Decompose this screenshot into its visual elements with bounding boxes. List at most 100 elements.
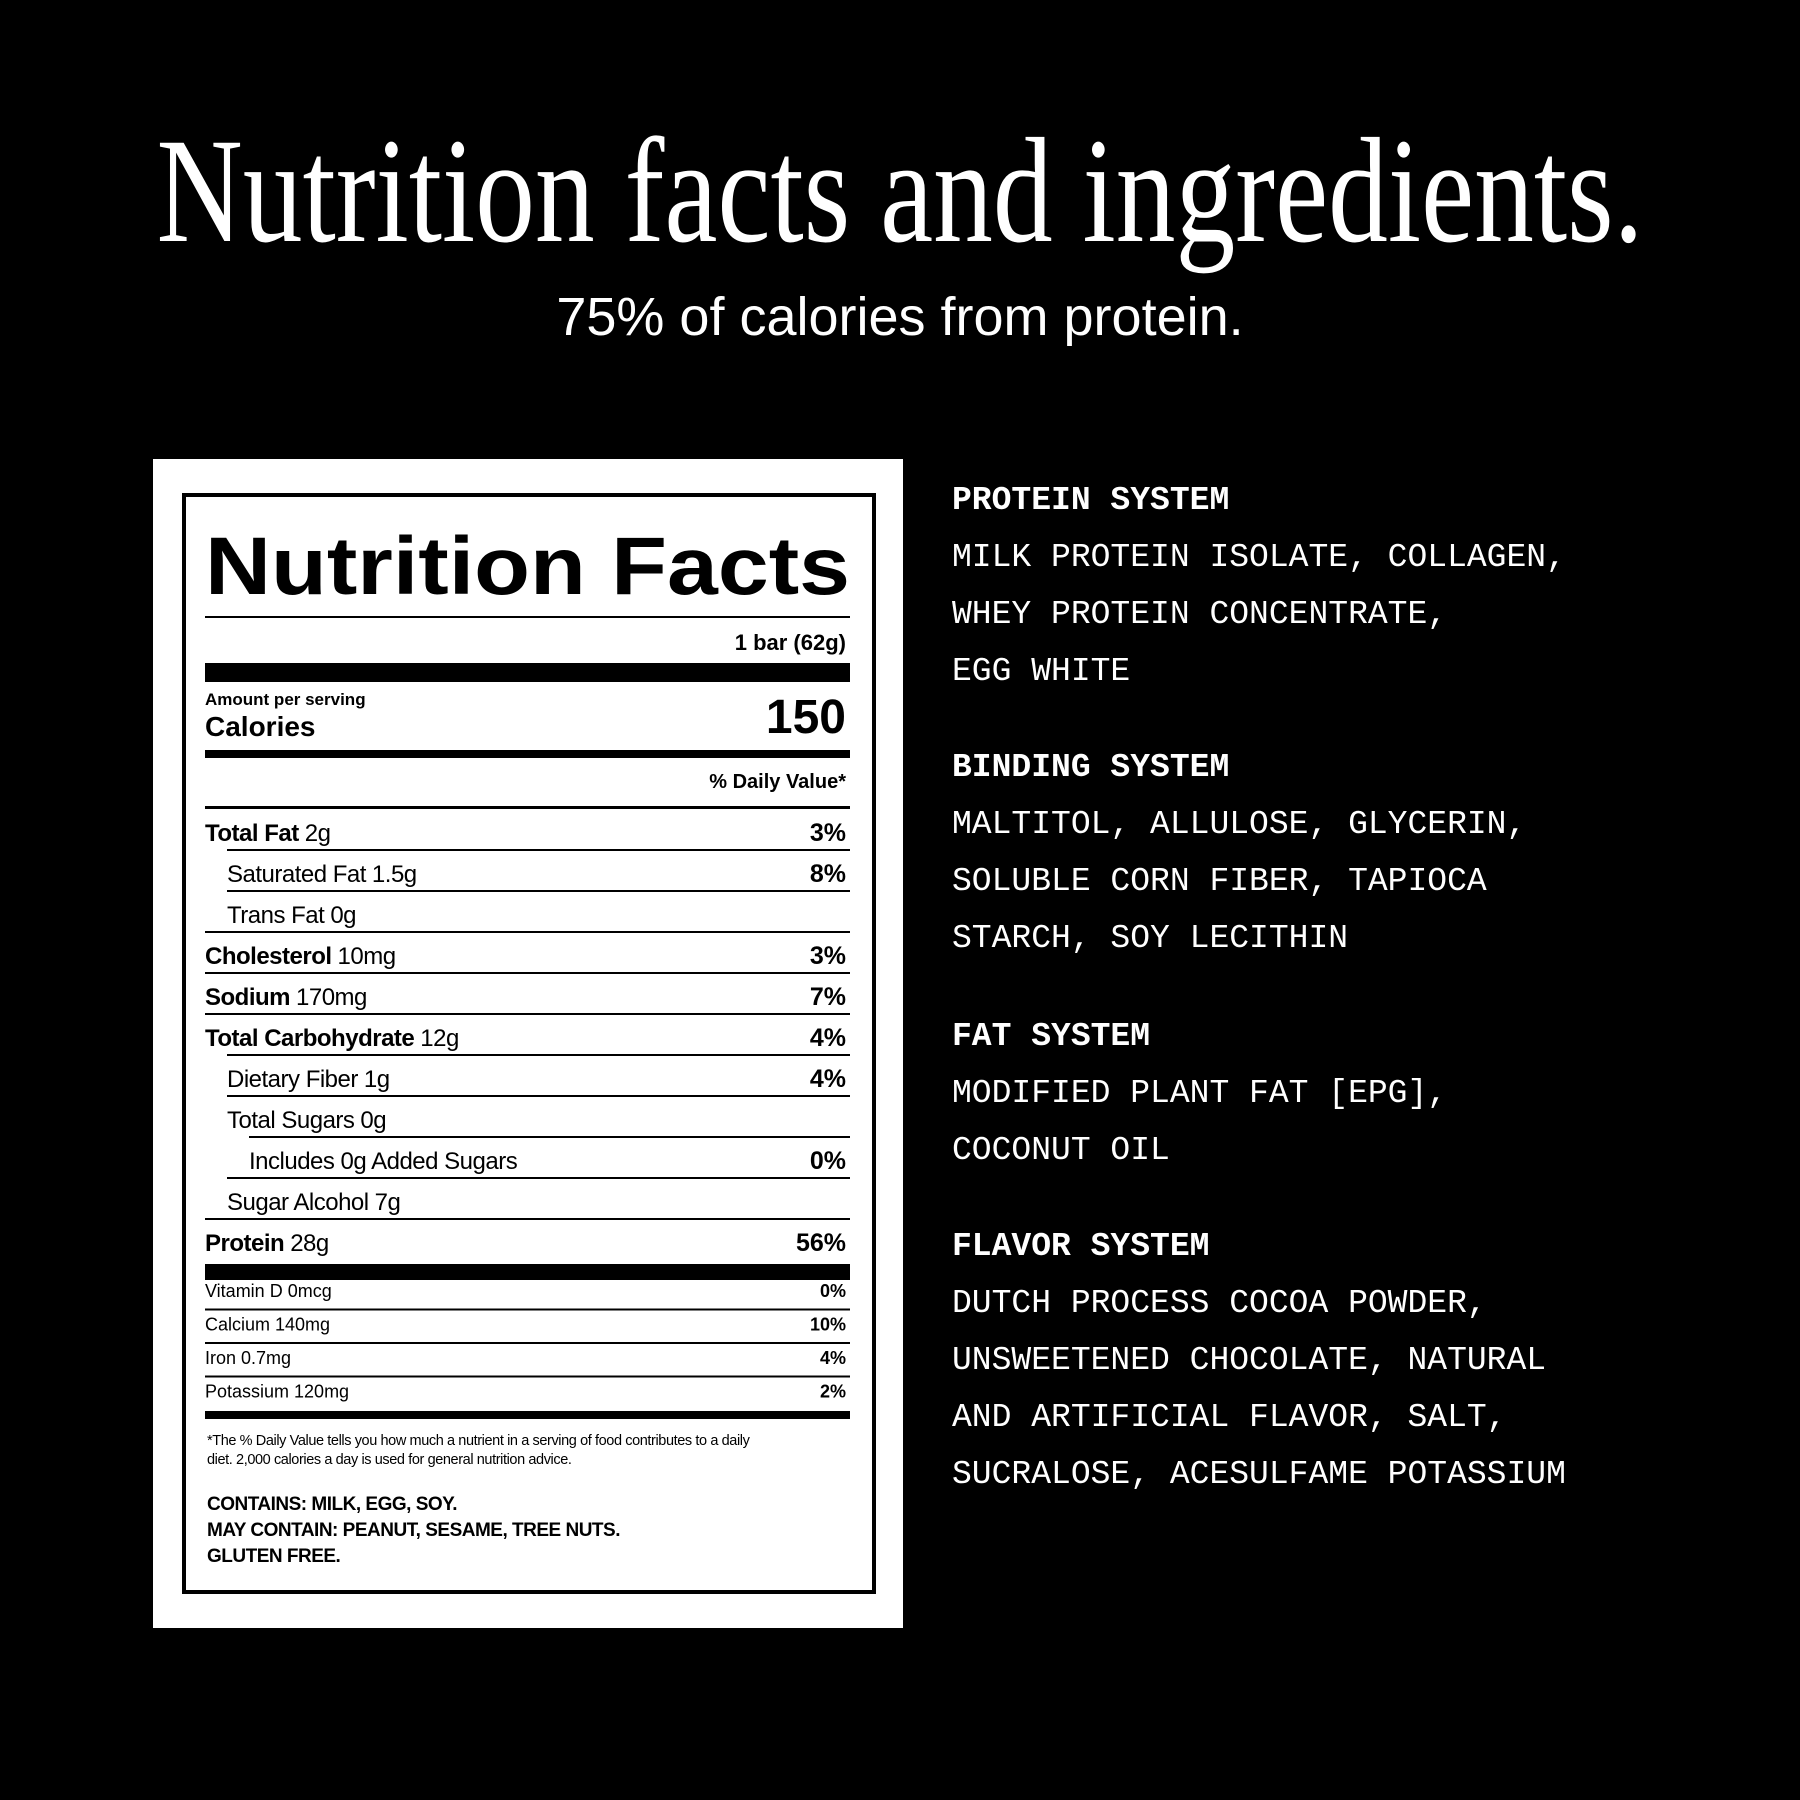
rule	[205, 806, 850, 809]
rule	[205, 1013, 850, 1015]
nutrient-amount: 28g	[290, 1230, 329, 1257]
nutrient-row: Sodium 170mg	[205, 984, 367, 1011]
rule	[205, 1375, 850, 1378]
vitamin-name: Vitamin D 0mcg	[205, 1281, 332, 1301]
rule	[205, 616, 850, 618]
nutrient-row: Protein 28g	[205, 1230, 329, 1257]
nutrient-name: Dietary Fiber	[227, 1066, 358, 1093]
nutrient-dv: 8%	[810, 860, 846, 888]
vitamin-dv: 10%	[810, 1315, 846, 1335]
page-title: Nutrition facts and ingredients.	[157, 108, 1644, 274]
ingredient-heading: PROTEIN SYSTEM	[952, 482, 1229, 519]
ingredient-line: STARCH, SOY LECITHIN	[952, 920, 1348, 957]
nutrient-name: Saturated Fat	[227, 861, 367, 888]
calories-value: 150	[766, 691, 846, 744]
footnote: diet. 2,000 calories a day is used for g…	[207, 1452, 572, 1468]
ingredient-line: MILK PROTEIN ISOLATE, COLLAGEN,	[952, 539, 1566, 576]
subtitle: 75% of calories from protein.	[556, 287, 1243, 347]
ingredient-line: WHEY PROTEIN CONCENTRATE,	[952, 596, 1447, 633]
nutrient-row: Total Sugars 0g	[227, 1107, 386, 1134]
nutrient-amount: 0g	[360, 1107, 386, 1134]
ingredient-line: SUCRALOSE, ACESULFAME POTASSIUM	[952, 1456, 1566, 1493]
ingredient-heading: BINDING SYSTEM	[952, 749, 1229, 786]
nutrient-amount: 0g	[330, 902, 356, 929]
label-title: Nutrition Facts	[205, 521, 850, 612]
nutrient-row: Cholesterol 10mg	[205, 943, 396, 970]
nutrient-name: Total Fat	[205, 820, 299, 847]
ingredient-line: COCONUT OIL	[952, 1132, 1170, 1169]
ingredient-line: UNSWEETENED CHOCOLATE, NATURAL	[952, 1342, 1546, 1379]
nutrient-dv: 0%	[810, 1147, 846, 1175]
allergen: GLUTEN FREE.	[207, 1546, 340, 1567]
vitamin-name: Potassium 120mg	[205, 1382, 349, 1402]
rule	[205, 1411, 850, 1419]
vitamin-name: Iron 0.7mg	[205, 1348, 291, 1368]
rule	[227, 849, 850, 851]
ingredient-line: MODIFIED PLANT FAT [EPG],	[952, 1075, 1447, 1112]
nutrition-label: Nutrition Facts 1 bar (62g) Amount per ser…	[205, 521, 850, 1567]
label-card	[153, 459, 903, 1628]
rule	[205, 663, 850, 682]
nutrient-amount: 1g	[364, 1066, 390, 1093]
nutrient-name: Trans Fat	[227, 902, 325, 929]
serving-size: 1 bar (62g)	[735, 630, 846, 655]
rule	[205, 1264, 850, 1280]
ingredient-heading: FLAVOR SYSTEM	[952, 1228, 1209, 1265]
nutrient-row: Total Carbohydrate 12g	[205, 1025, 459, 1052]
ingredient-heading: FAT SYSTEM	[952, 1018, 1150, 1055]
daily-value-header: % Daily Value*	[709, 771, 846, 793]
ingredient-line: DUTCH PROCESS COCOA POWDER,	[952, 1285, 1487, 1322]
nutrient-dv: 3%	[810, 819, 846, 847]
nutrient-dv: 56%	[796, 1229, 846, 1257]
rule	[205, 1218, 850, 1220]
nutrient-name: Includes 0g Added Sugars	[249, 1148, 518, 1175]
nutrient-name: Cholesterol	[205, 943, 332, 970]
nutrient-name: Total Sugars	[227, 1107, 355, 1134]
nutrient-amount: 170mg	[296, 984, 367, 1011]
nutrient-row: Trans Fat 0g	[227, 902, 356, 929]
nutrient-row: Saturated Fat 1.5g	[227, 861, 417, 888]
rule	[227, 1095, 850, 1097]
nutrient-name: Protein	[205, 1230, 284, 1257]
rule	[227, 1054, 850, 1056]
rule	[227, 890, 850, 892]
nutrient-dv: 3%	[810, 942, 846, 970]
nutrient-amount: 7g	[375, 1189, 401, 1216]
calories-label: Calories	[205, 711, 316, 742]
nutrient-name: Sodium	[205, 984, 290, 1011]
rule	[205, 1342, 850, 1344]
nutrient-name: Sugar Alcohol	[227, 1189, 369, 1216]
vitamin-dv: 0%	[820, 1281, 846, 1301]
amount-per-serving: Amount per serving	[205, 690, 366, 709]
ingredient-line: SOLUBLE CORN FIBER, TAPIOCA	[952, 863, 1487, 900]
nutrient-row: Sugar Alcohol 7g	[227, 1189, 400, 1216]
nutrient-dv: 4%	[810, 1065, 846, 1093]
allergen: MAY CONTAIN: PEANUT, SESAME, TREE NUTS.	[207, 1520, 620, 1541]
vitamin-dv: 4%	[820, 1348, 846, 1368]
nutrient-name: Total Carbohydrate	[205, 1025, 414, 1052]
vitamin-dv: 2%	[820, 1382, 846, 1402]
footnote: *The % Daily Value tells you how much a …	[207, 1433, 751, 1449]
nutrient-amount: 1.5g	[372, 861, 417, 888]
nutrient-row: Includes 0g Added Sugars	[249, 1148, 518, 1175]
ingredient-line: MALTITOL, ALLULOSE, GLYCERIN,	[952, 806, 1526, 843]
rule	[205, 931, 850, 933]
allergen: CONTAINS: MILK, EGG, SOY.	[207, 1494, 457, 1515]
rule	[205, 972, 850, 974]
rule	[227, 1177, 850, 1179]
ingredient-line: EGG WHITE	[952, 653, 1130, 690]
label-border	[182, 493, 876, 1594]
nutrient-amount: 12g	[420, 1025, 459, 1052]
rule	[205, 1308, 850, 1311]
nutrient-row: Total Fat 2g	[205, 820, 330, 847]
ingredient-line: AND ARTIFICIAL FLAVOR, SALT,	[952, 1399, 1507, 1436]
nutrient-dv: 7%	[810, 983, 846, 1011]
nutrient-row: Dietary Fiber 1g	[227, 1066, 390, 1093]
rule	[249, 1136, 850, 1138]
vitamin-name: Calcium 140mg	[205, 1315, 330, 1335]
nutrient-dv: 4%	[810, 1024, 846, 1052]
rule	[205, 750, 850, 758]
ingredients: PROTEIN SYSTEM MILK PROTEIN ISOLATE, COLL…	[952, 482, 1566, 1493]
nutrient-amount: 2g	[305, 820, 331, 847]
